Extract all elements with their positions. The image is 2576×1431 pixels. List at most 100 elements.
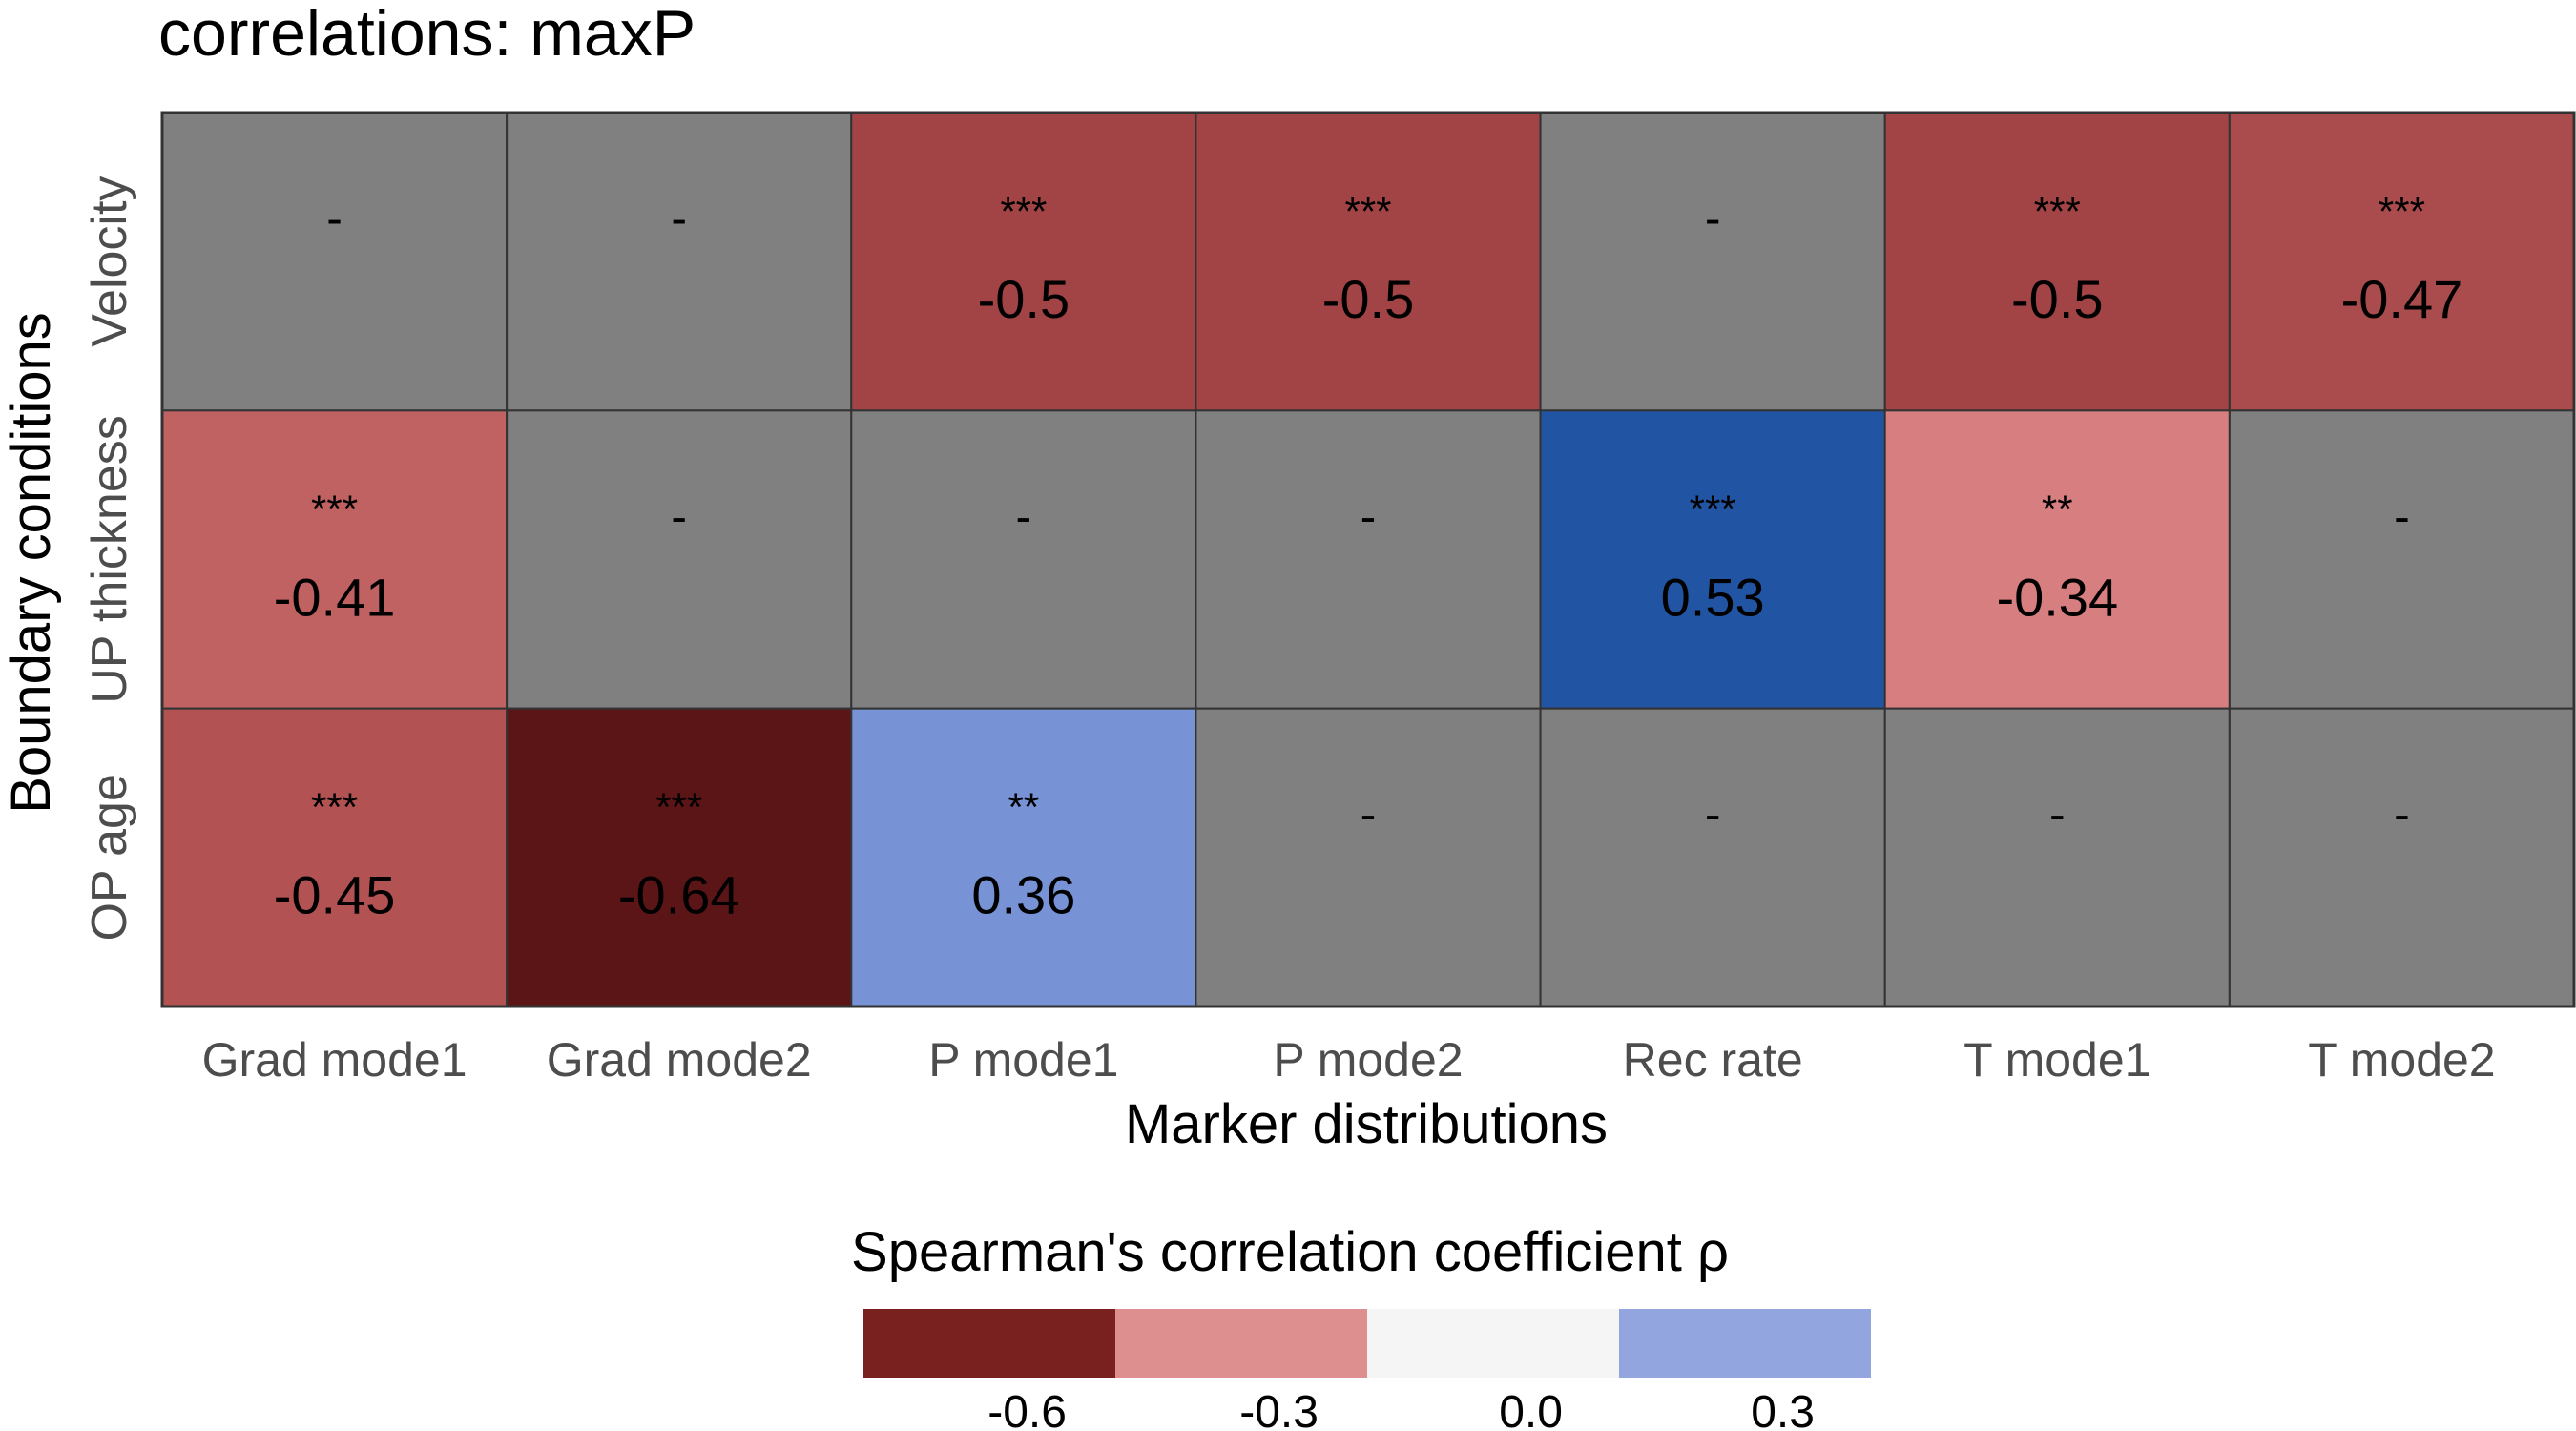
cell-significance: - [1016, 489, 1032, 543]
x-tick-label: T mode2 [2308, 1033, 2495, 1087]
x-axis-title: Marker distributions [1125, 1093, 1608, 1155]
cell-value-label: -0.5 [1322, 269, 1415, 329]
legend: Spearman's correlation coefficient ρ -0.… [851, 1221, 1871, 1431]
cell-significance: - [2394, 489, 2410, 543]
cell-significance: - [326, 192, 343, 245]
plot-frame [160, 111, 2576, 1008]
cell-rect [161, 707, 509, 1008]
legend-bin [1367, 1309, 1619, 1378]
cell-rect [1195, 112, 1542, 412]
cell-significance: *** [311, 785, 358, 830]
cell-rect [506, 707, 853, 1008]
cell-value-label: 0.36 [971, 865, 1075, 925]
cell-significance: *** [2379, 189, 2425, 234]
heatmap-cell: *** -0.47 [2228, 112, 2576, 412]
y-axis: Velocity UP thickness OP age [82, 176, 137, 942]
heatmap-cell: *** -0.45 [161, 707, 509, 1008]
cell-significance: *** [311, 487, 358, 531]
heatmap-cell: *** -0.41 [161, 409, 509, 710]
cell-rect [2228, 409, 2576, 710]
y-axis-title: Boundary conditions [0, 312, 62, 814]
cell-significance: - [1361, 788, 1377, 841]
legend-tick-label: 0.3 [1751, 1387, 1815, 1431]
heatmap-cell: *** -0.5 [850, 112, 1197, 412]
heatmap-cells: - - *** -0.5 *** -0.5 - *** -0.5 *** -0.47 *** -0.41… [161, 112, 2576, 1008]
cell-significance: - [671, 192, 687, 245]
chart-title: correlations: maxP [158, 0, 696, 70]
cell-significance: *** [655, 785, 702, 830]
heatmap-cell: - [1539, 707, 1886, 1008]
legend-bin [863, 1309, 1115, 1378]
cell-rect [2228, 112, 2576, 412]
heatmap-cell: - [1539, 112, 1886, 412]
x-tick-label: P mode1 [928, 1033, 1118, 1087]
cell-value-label: -0.41 [274, 567, 396, 627]
legend-bin [1115, 1309, 1367, 1378]
cell-rect [2228, 707, 2576, 1008]
heatmap-cell: - [506, 409, 853, 710]
legend-bins [863, 1309, 1871, 1378]
cell-significance: *** [1690, 487, 1736, 531]
heatmap-cell: - [1883, 707, 2231, 1008]
cell-rect [1539, 409, 1886, 710]
cell-significance: - [1705, 788, 1721, 841]
cell-rect [506, 112, 853, 412]
cell-significance: *** [2034, 189, 2081, 234]
cell-significance: - [1361, 489, 1377, 543]
legend-title: Spearman's correlation coefficient ρ [851, 1221, 1729, 1283]
heatmap-cell: - [506, 112, 853, 412]
y-tick-label: Velocity [82, 176, 137, 347]
heatmap-cell: *** -0.5 [1883, 112, 2231, 412]
cell-value-label: -0.34 [1996, 567, 2118, 627]
cell-significance: - [2394, 788, 2410, 841]
heatmap-cell: *** -0.64 [506, 707, 853, 1008]
cell-rect [1883, 112, 2231, 412]
cell-rect [1539, 112, 1886, 412]
x-tick-label: Grad mode2 [547, 1033, 812, 1087]
cell-value-label: -0.47 [2341, 269, 2463, 329]
cell-rect [850, 409, 1197, 710]
x-tick-label: Rec rate [1623, 1033, 1803, 1087]
heatmap-cell: ** -0.34 [1883, 409, 2231, 710]
cell-value-label: 0.53 [1661, 567, 1765, 627]
heatmap-cell: ** 0.36 [850, 707, 1197, 1008]
legend-bin [1619, 1309, 1871, 1378]
heatmap-cell: - [850, 409, 1197, 710]
x-axis: Grad mode1 Grad mode2 P mode1 P mode2 Rec ra… [202, 1033, 2496, 1087]
cell-rect [1195, 707, 1542, 1008]
cell-rect [850, 707, 1197, 1008]
cell-significance: *** [1000, 189, 1047, 234]
cell-value-label: -0.45 [274, 865, 396, 925]
y-tick-label: UP thickness [82, 415, 137, 704]
cell-rect [1195, 409, 1542, 710]
cell-rect [850, 112, 1197, 412]
heatmap-cell: - [2228, 707, 2576, 1008]
cell-value-label: -0.5 [978, 269, 1070, 329]
cell-rect [161, 112, 509, 412]
cell-rect [161, 409, 509, 710]
cell-significance: - [2049, 788, 2066, 841]
x-tick-label: P mode2 [1273, 1033, 1463, 1087]
x-tick-label: T mode1 [1963, 1033, 2150, 1087]
heatmap-cell: *** 0.53 [1539, 409, 1886, 710]
cell-significance: - [1705, 192, 1721, 245]
heatmap-cell: - [161, 112, 509, 412]
legend-ticks: -0.6 -0.3 0.0 0.3 [987, 1387, 1815, 1431]
cell-rect [1539, 707, 1886, 1008]
legend-tick-label: -0.3 [1239, 1387, 1319, 1431]
heatmap-cell: *** -0.5 [1195, 112, 1542, 412]
cell-significance: ** [1008, 785, 1040, 830]
cell-significance: *** [1344, 189, 1391, 234]
legend-tick-label: 0.0 [1499, 1387, 1563, 1431]
cell-rect [1883, 409, 2231, 710]
cell-rect [1883, 707, 2231, 1008]
cell-value-label: -0.5 [2011, 269, 2104, 329]
cell-significance: - [671, 489, 687, 543]
cell-rect [506, 409, 853, 710]
legend-tick-label: -0.6 [987, 1387, 1067, 1431]
heatmap-cell: - [1195, 707, 1542, 1008]
cell-value-label: -0.64 [618, 865, 740, 925]
heatmap-cell: - [2228, 409, 2576, 710]
cell-significance: ** [2042, 487, 2073, 531]
